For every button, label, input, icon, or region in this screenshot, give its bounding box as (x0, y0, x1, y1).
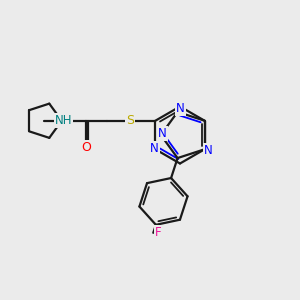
Text: O: O (81, 141, 91, 154)
Text: NH: NH (55, 114, 72, 127)
Text: N: N (158, 127, 167, 140)
Text: S: S (126, 114, 134, 127)
Text: N: N (150, 142, 159, 155)
Text: F: F (154, 226, 161, 239)
Text: N: N (204, 144, 213, 157)
Text: N: N (176, 102, 185, 116)
